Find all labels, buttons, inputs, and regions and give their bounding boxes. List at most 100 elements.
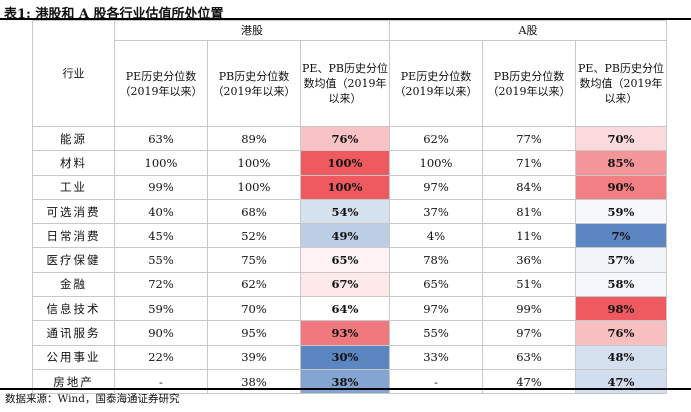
a-pb-cell: 81% <box>482 198 576 225</box>
a-avg-cell: 47% <box>575 368 667 395</box>
a-pb-cell: 77% <box>482 125 576 152</box>
hk-avg-cell: 76% <box>300 125 390 152</box>
table-body: 能源 63% 89% 76% 62% 77% 70% 材料 100% 100% 100% 100% 71… <box>32 125 667 395</box>
hk-pb-cell: 62% <box>207 271 301 298</box>
table-row: 材料 100% 100% 100% 100% 71% 85% <box>32 150 667 176</box>
a-pe-cell: 37% <box>389 198 483 225</box>
a-pe-cell: 62% <box>389 125 483 152</box>
a-pb-cell: 71% <box>482 150 576 176</box>
hk-pb-cell: 68% <box>207 198 301 225</box>
hk-pb-cell: 70% <box>207 296 301 322</box>
hk-avg-cell: 100% <box>300 150 390 176</box>
header-hk-pb: PB历史分位数（2019年以来） <box>207 40 301 127</box>
a-avg-cell: 76% <box>575 320 667 346</box>
hk-pb-cell: 38% <box>207 368 301 395</box>
hk-avg-cell: 49% <box>300 223 390 249</box>
table-row: 工业 99% 100% 100% 97% 84% 90% <box>32 174 667 200</box>
hk-pe-cell: 100% <box>114 150 208 176</box>
a-pb-cell: 63% <box>482 344 576 370</box>
industry-cell: 材料 <box>32 150 115 176</box>
a-pe-cell: 100% <box>389 150 483 176</box>
header-a-avg: PE、PB历史分位数均值（2019年以来） <box>575 40 667 127</box>
top-rule <box>0 18 691 20</box>
table-row: 可选消费 40% 68% 54% 37% 81% 59% <box>32 198 667 225</box>
table-row: 金融 72% 62% 67% 65% 51% 58% <box>32 271 667 298</box>
table-row: 医疗保健 55% 75% 65% 78% 36% 57% <box>32 247 667 273</box>
hk-avg-cell: 54% <box>300 198 390 225</box>
hk-avg-cell: 38% <box>300 368 390 395</box>
industry-cell: 公用事业 <box>32 344 115 370</box>
table-row: 信息技术 59% 70% 64% 97% 99% 98% <box>32 296 667 322</box>
hk-pb-cell: 95% <box>207 320 301 346</box>
valuation-table: 行业 港股 A股 PE历史分位数（2019年以来） PB历史分位数（2019年以… <box>32 20 667 395</box>
industry-cell: 可选消费 <box>32 198 115 225</box>
a-pe-cell: 65% <box>389 271 483 298</box>
header-hk-group: 港股 <box>114 20 390 41</box>
a-avg-cell: 98% <box>575 296 667 322</box>
a-pe-cell: 55% <box>389 320 483 346</box>
hk-pe-cell: 99% <box>114 174 208 200</box>
a-pb-cell: 99% <box>482 296 576 322</box>
hk-avg-cell: 30% <box>300 344 390 370</box>
header-hk-pe: PE历史分位数（2019年以来） <box>114 40 208 127</box>
hk-pe-cell: 90% <box>114 320 208 346</box>
hk-pe-cell: - <box>114 368 208 395</box>
hk-pb-cell: 75% <box>207 247 301 273</box>
a-pe-cell: - <box>389 368 483 395</box>
hk-avg-cell: 64% <box>300 296 390 322</box>
bottom-rule <box>0 388 691 390</box>
industry-cell: 金融 <box>32 271 115 298</box>
hk-avg-cell: 100% <box>300 174 390 200</box>
a-pe-cell: 4% <box>389 223 483 249</box>
table-row: 能源 63% 89% 76% 62% 77% 70% <box>32 125 667 152</box>
header-a-pb: PB历史分位数（2019年以来） <box>482 40 576 127</box>
hk-pb-cell: 89% <box>207 125 301 152</box>
industry-cell: 工业 <box>32 174 115 200</box>
a-pe-cell: 97% <box>389 296 483 322</box>
industry-cell: 房地产 <box>32 368 115 395</box>
hk-avg-cell: 93% <box>300 320 390 346</box>
a-pe-cell: 97% <box>389 174 483 200</box>
hk-pe-cell: 22% <box>114 344 208 370</box>
industry-cell: 通讯服务 <box>32 320 115 346</box>
a-pb-cell: 11% <box>482 223 576 249</box>
a-avg-cell: 7% <box>575 223 667 249</box>
a-avg-cell: 85% <box>575 150 667 176</box>
industry-cell: 日常消费 <box>32 223 115 249</box>
hk-pb-cell: 100% <box>207 174 301 200</box>
hk-avg-cell: 65% <box>300 247 390 273</box>
a-avg-cell: 59% <box>575 198 667 225</box>
a-avg-cell: 90% <box>575 174 667 200</box>
a-pe-cell: 33% <box>389 344 483 370</box>
table-row: 房地产 -38% 38% -47% 47% <box>32 368 667 395</box>
a-avg-cell: 57% <box>575 247 667 273</box>
hk-pe-cell: 59% <box>114 296 208 322</box>
a-avg-cell: 48% <box>575 344 667 370</box>
hk-avg-cell: 67% <box>300 271 390 298</box>
industry-cell: 信息技术 <box>32 296 115 322</box>
header-hk-avg: PE、PB历史分位数均值（2019年以来） <box>300 40 390 127</box>
table-row: 公用事业 22% 39% 30% 33% 63% 48% <box>32 344 667 370</box>
a-avg-cell: 58% <box>575 271 667 298</box>
hk-pe-cell: 63% <box>114 125 208 152</box>
a-avg-cell: 70% <box>575 125 667 152</box>
hk-pb-cell: 52% <box>207 223 301 249</box>
a-pb-cell: 51% <box>482 271 576 298</box>
hk-pe-cell: 40% <box>114 198 208 225</box>
a-pb-cell: 36% <box>482 247 576 273</box>
a-pe-cell: 78% <box>389 247 483 273</box>
a-pb-cell: 47% <box>482 368 576 395</box>
hk-pb-cell: 39% <box>207 344 301 370</box>
table-row: 通讯服务 90% 95% 93% 55% 97% 76% <box>32 320 667 346</box>
hk-pe-cell: 55% <box>114 247 208 273</box>
industry-cell: 能源 <box>32 125 115 152</box>
hk-pe-cell: 72% <box>114 271 208 298</box>
industry-cell: 医疗保健 <box>32 247 115 273</box>
a-pb-cell: 97% <box>482 320 576 346</box>
table-row: 日常消费 45% 52% 49% 4% 11% 7% <box>32 223 667 249</box>
source-note: 数据来源：Wind，国泰海通证券研究 <box>5 393 180 405</box>
header-industry: 行业 <box>32 20 115 127</box>
header-a-pe: PE历史分位数（2019年以来） <box>389 40 483 127</box>
header-a-group: A股 <box>389 20 667 41</box>
hk-pb-cell: 100% <box>207 150 301 176</box>
